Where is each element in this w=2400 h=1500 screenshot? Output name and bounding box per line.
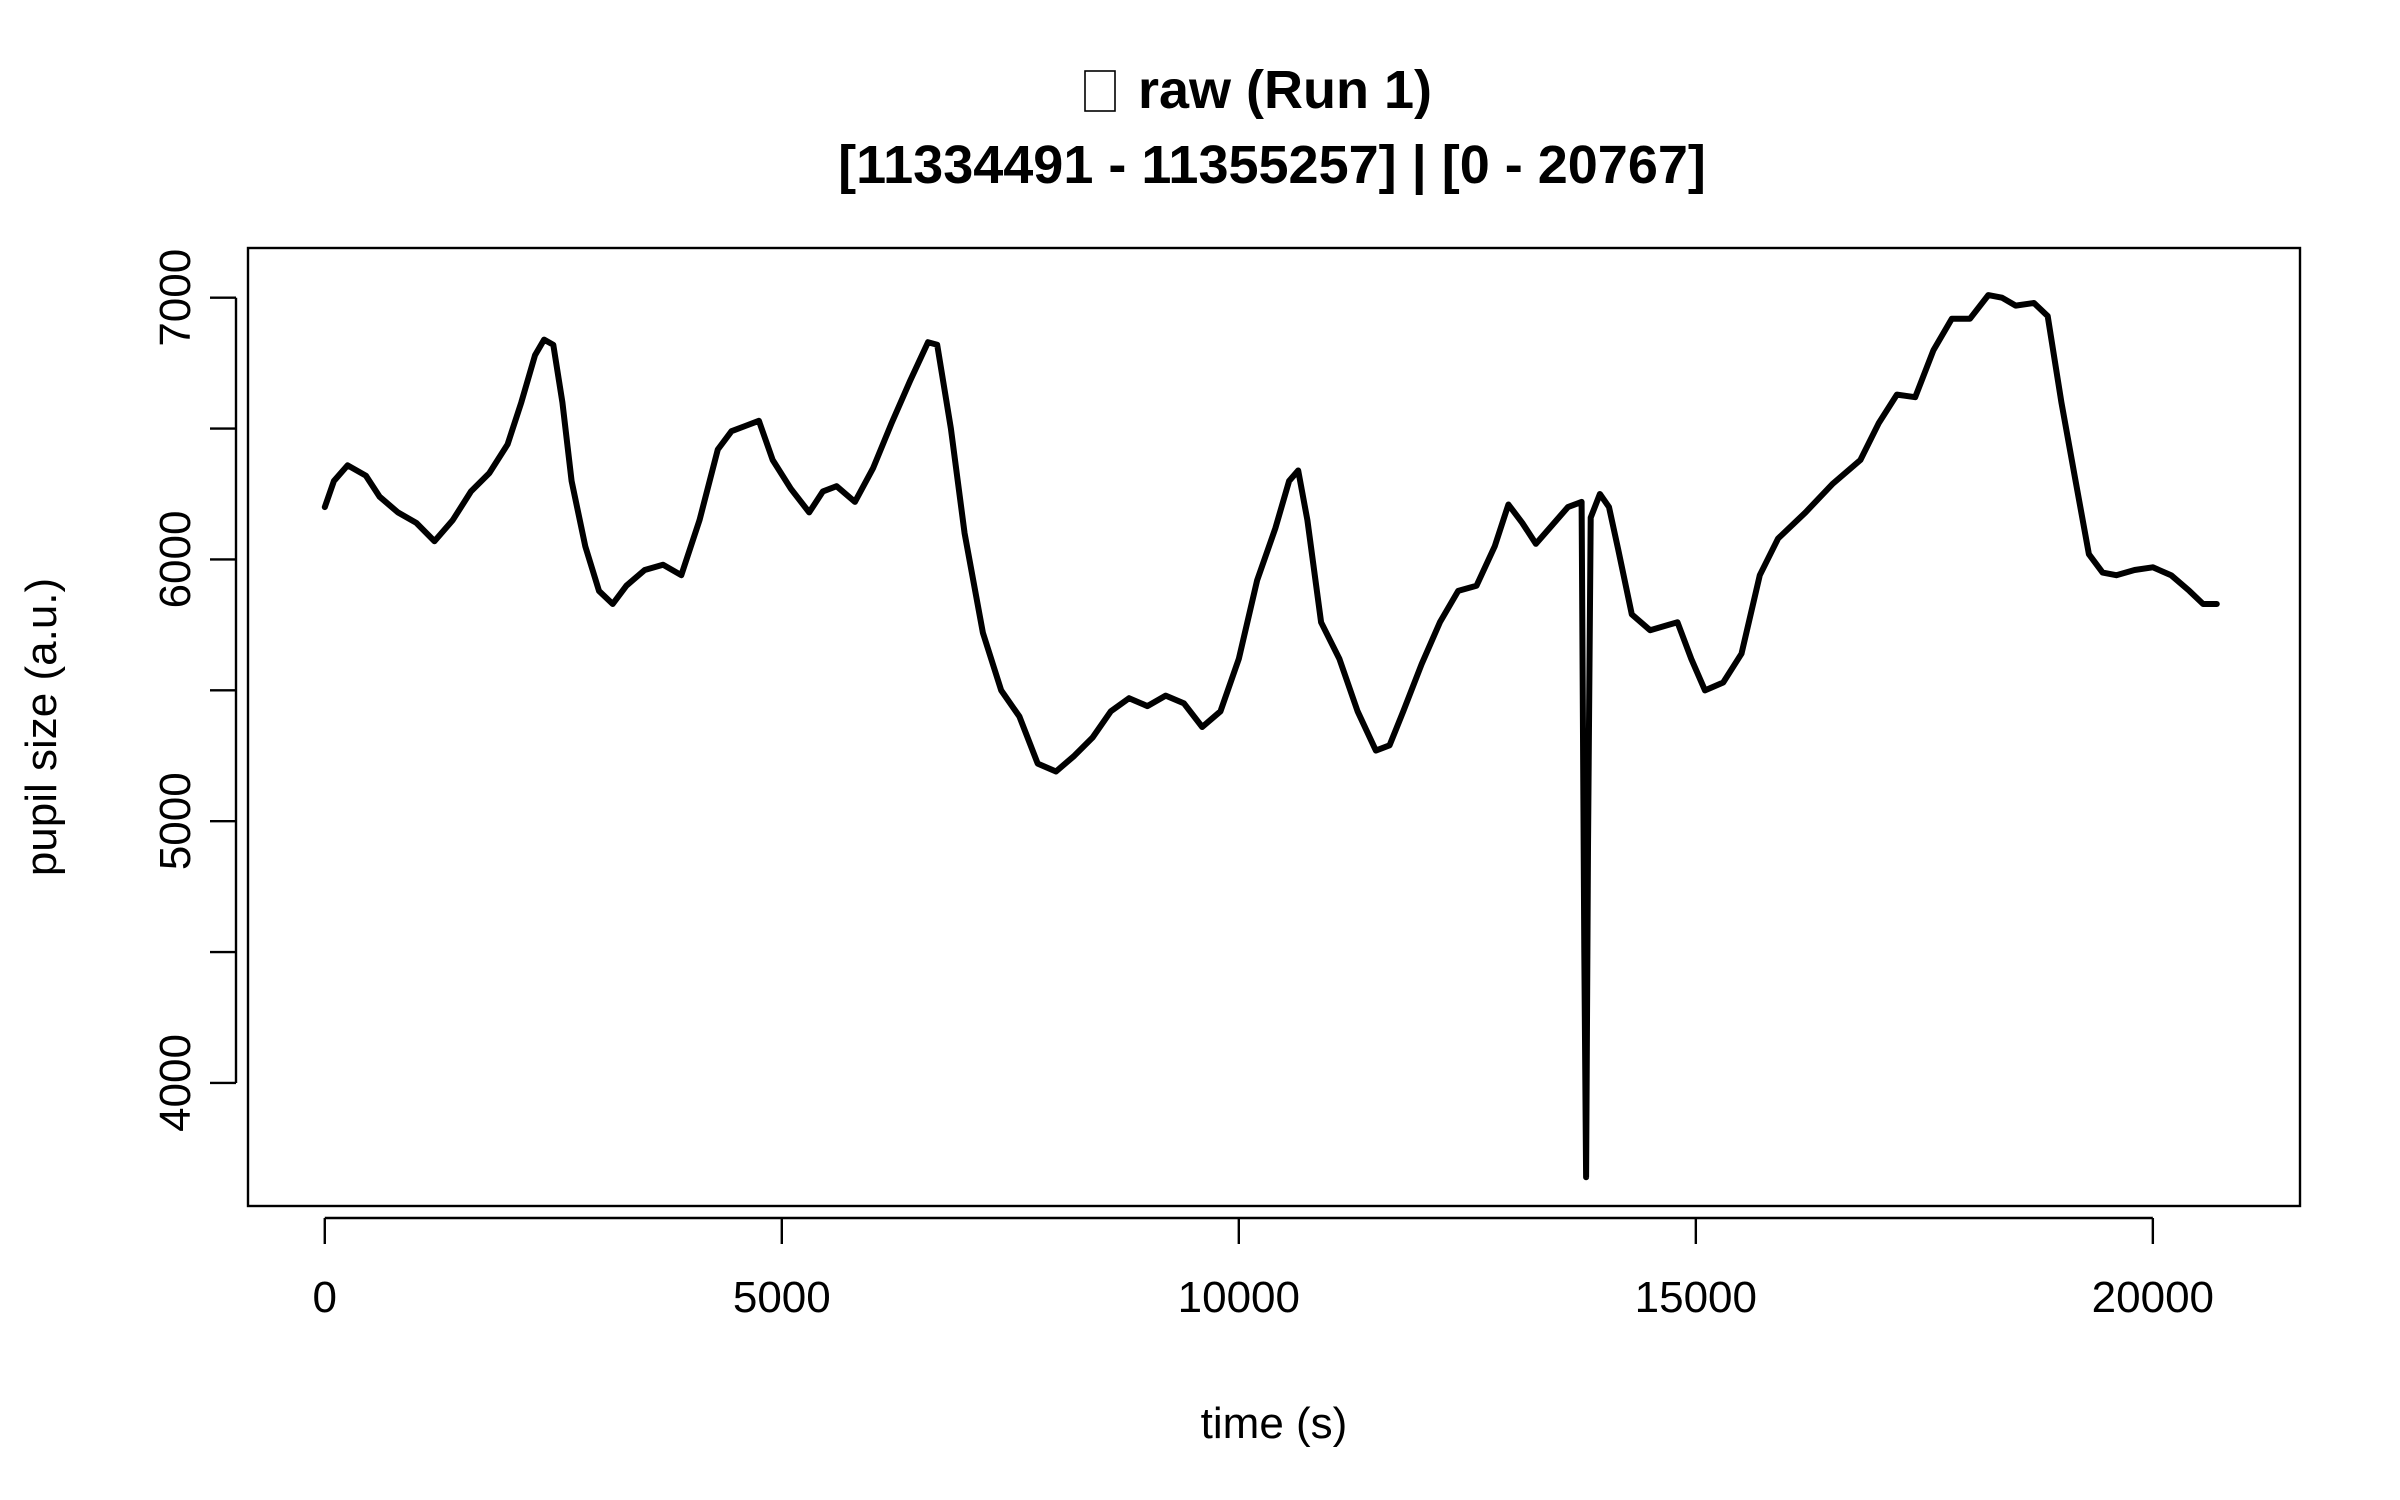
y-tick-label: 5000 [151,772,200,870]
y-tick-label: 4000 [151,1034,200,1132]
x-tick-label: 0 [313,1273,337,1322]
x-axis: 0 5000 10000 15000 20000 [313,1216,2214,1322]
missing-glyph-icon [1084,70,1116,112]
chart-title-group: raw (Run 1) [11334491 - 11355257] | [0 -… [838,60,1706,196]
series-group [321,292,2220,1181]
y-axis: 4000 5000 6000 7000 [151,249,238,1132]
x-tick-label: 20000 [2092,1273,2214,1322]
y-tick-label: 6000 [151,511,200,609]
x-tick-label: 10000 [1178,1273,1300,1322]
chart-title: raw (Run 1) [1138,60,1432,120]
x-tick-label: 5000 [733,1273,831,1322]
y-tick-label: 7000 [151,249,200,347]
chart-subtitle: [11334491 - 11355257] | [0 - 20767] [838,135,1706,196]
x-axis-label: time (s) [1201,1399,1348,1448]
y-axis-label: pupil size (a.u.) [17,578,66,876]
plot-frame [246,246,2302,1208]
series-line [321,292,2220,1181]
x-tick-label: 15000 [1635,1273,1757,1322]
